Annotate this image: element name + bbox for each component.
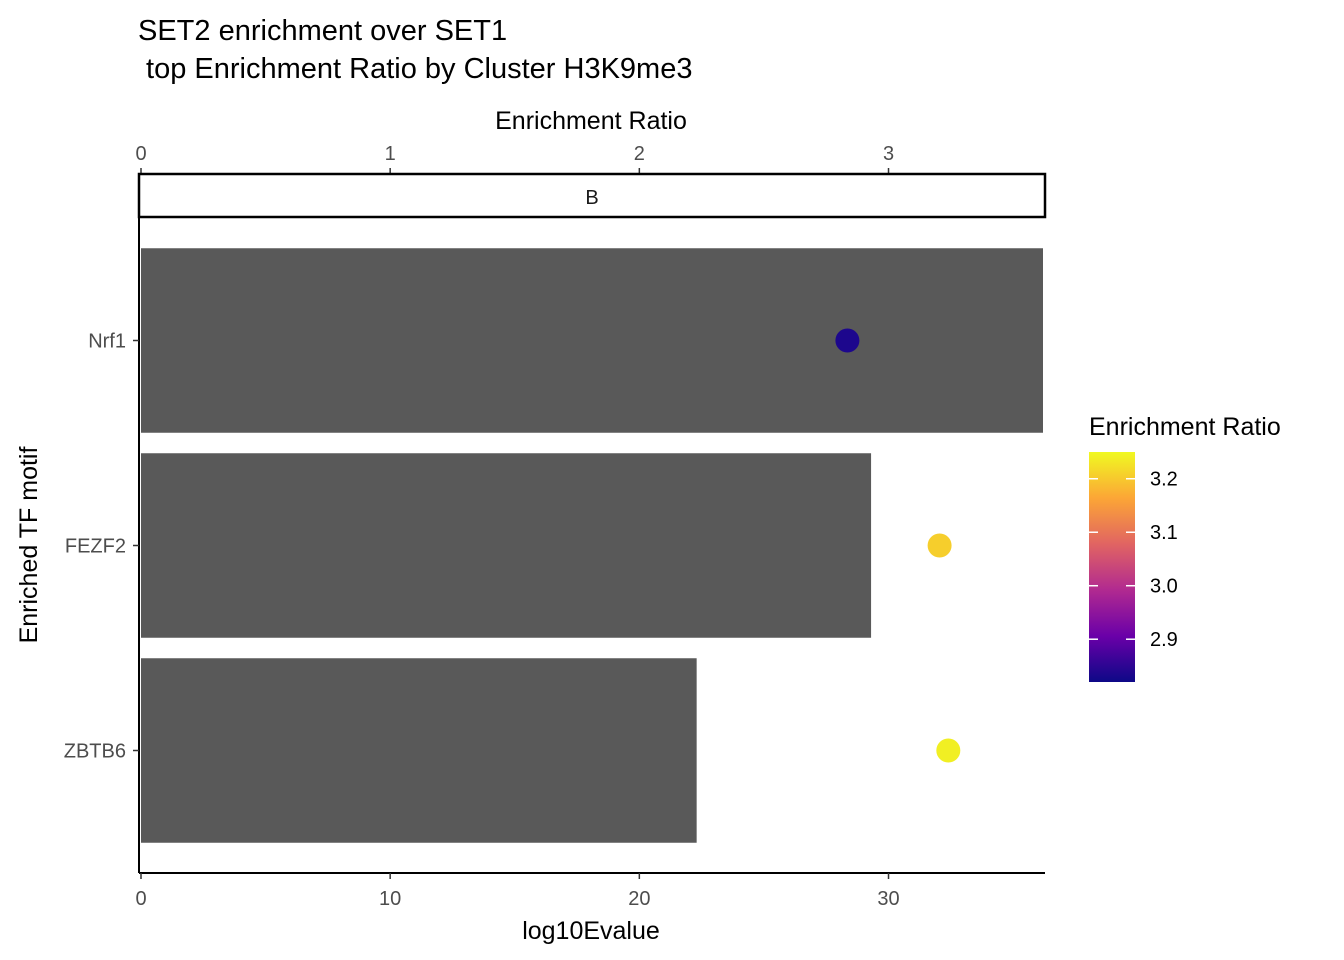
y-tick-label: Nrf1 — [88, 331, 126, 353]
color-legend: Enrichment Ratio 2.9 3.0 3.1 3.2 — [1089, 413, 1281, 682]
bottom-axis: 0 10 20 30 — [135, 873, 900, 910]
x-tick-label: 20 — [628, 888, 650, 910]
x2-tick-label: 1 — [385, 143, 396, 165]
point-zbtb6 — [936, 738, 961, 763]
x2-axis-title: Enrichment Ratio — [495, 107, 687, 135]
bar-zbtb6 — [141, 658, 697, 843]
y-axis-title: Enriched TF motif — [15, 447, 43, 644]
x-tick-label: 0 — [135, 888, 146, 910]
x2-tick-label: 3 — [883, 143, 894, 165]
point-fezf2 — [927, 533, 952, 558]
x-tick-label: 10 — [379, 888, 401, 910]
chart-title-line-1: SET2 enrichment over SET1 — [138, 15, 507, 47]
x2-tick-label: 2 — [634, 143, 645, 165]
point-nrf1 — [835, 328, 860, 353]
bar-series — [141, 248, 1043, 843]
y-tick-label: ZBTB6 — [64, 741, 126, 763]
y-axis: Nrf1 FEZF2 ZBTB6 — [64, 331, 139, 763]
chart-title-line-2: top Enrichment Ratio by Cluster H3K9me3 — [138, 53, 692, 85]
x2-tick-label: 0 — [135, 143, 146, 165]
bar-nrf1 — [141, 248, 1043, 433]
bar-fezf2 — [141, 453, 872, 638]
legend-tick-label: 3.0 — [1150, 576, 1178, 598]
legend-ticks: 2.9 3.0 3.1 3.2 — [1089, 469, 1178, 651]
point-series — [835, 328, 961, 763]
legend-tick-label: 2.9 — [1150, 629, 1178, 651]
x-axis-title: log10Evalue — [522, 917, 660, 945]
top-axis: 0 1 2 3 — [135, 143, 894, 174]
legend-tick-label: 3.1 — [1150, 522, 1178, 544]
x-tick-label: 30 — [877, 888, 899, 910]
legend-colorbar — [1089, 452, 1135, 682]
facet-strip — [137, 172, 1047, 219]
legend-title: Enrichment Ratio — [1089, 413, 1281, 441]
legend-tick-label: 3.2 — [1150, 469, 1178, 491]
y-tick-label: FEZF2 — [65, 536, 126, 558]
facet-strip-label: B — [585, 187, 598, 209]
